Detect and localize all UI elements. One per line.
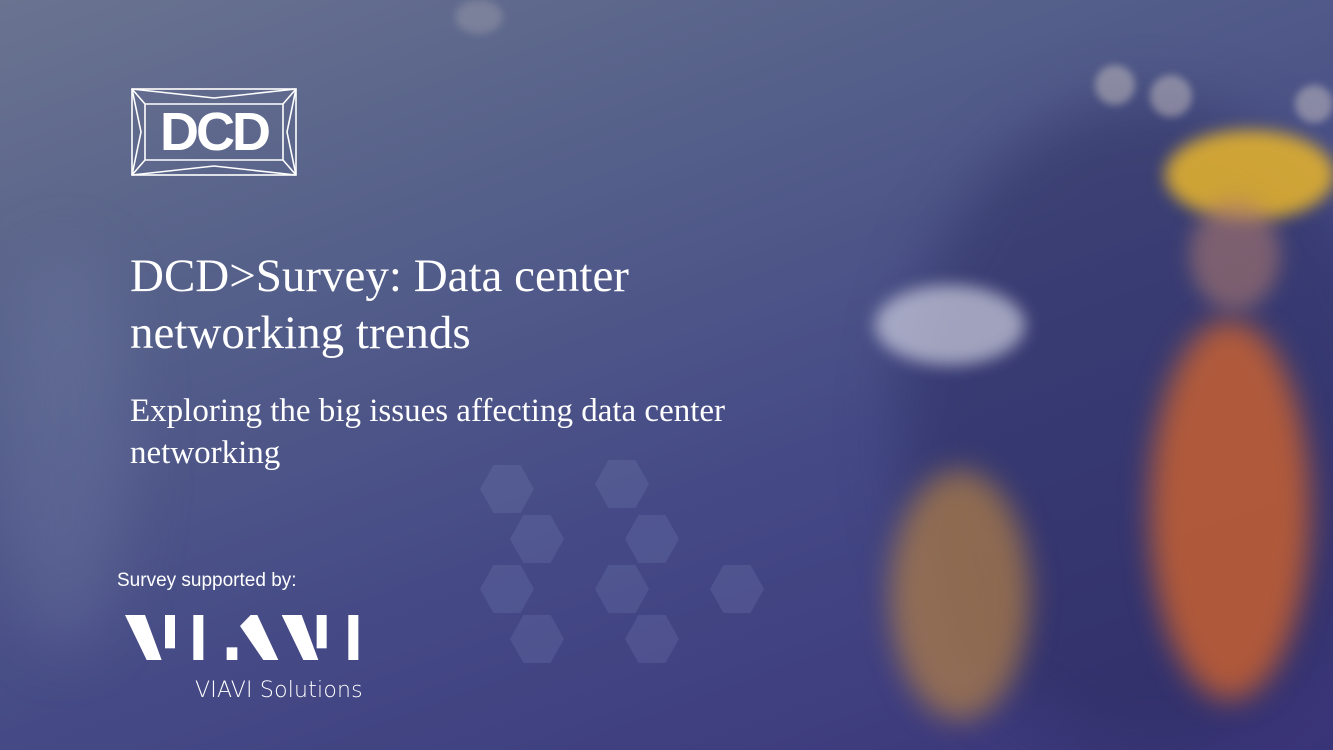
dcd-logo-text: DCD	[160, 102, 271, 162]
dcd-logo: DCD	[131, 88, 297, 176]
sponsor-label: Survey supported by:	[117, 570, 297, 591]
page-title: DCD>Survey: Data center networking trend…	[130, 250, 629, 359]
viavi-logo	[125, 615, 359, 660]
sponsor-name: VIAVI Solutions	[195, 678, 363, 703]
page-subtitle: Exploring the big issues affecting data …	[130, 393, 726, 471]
